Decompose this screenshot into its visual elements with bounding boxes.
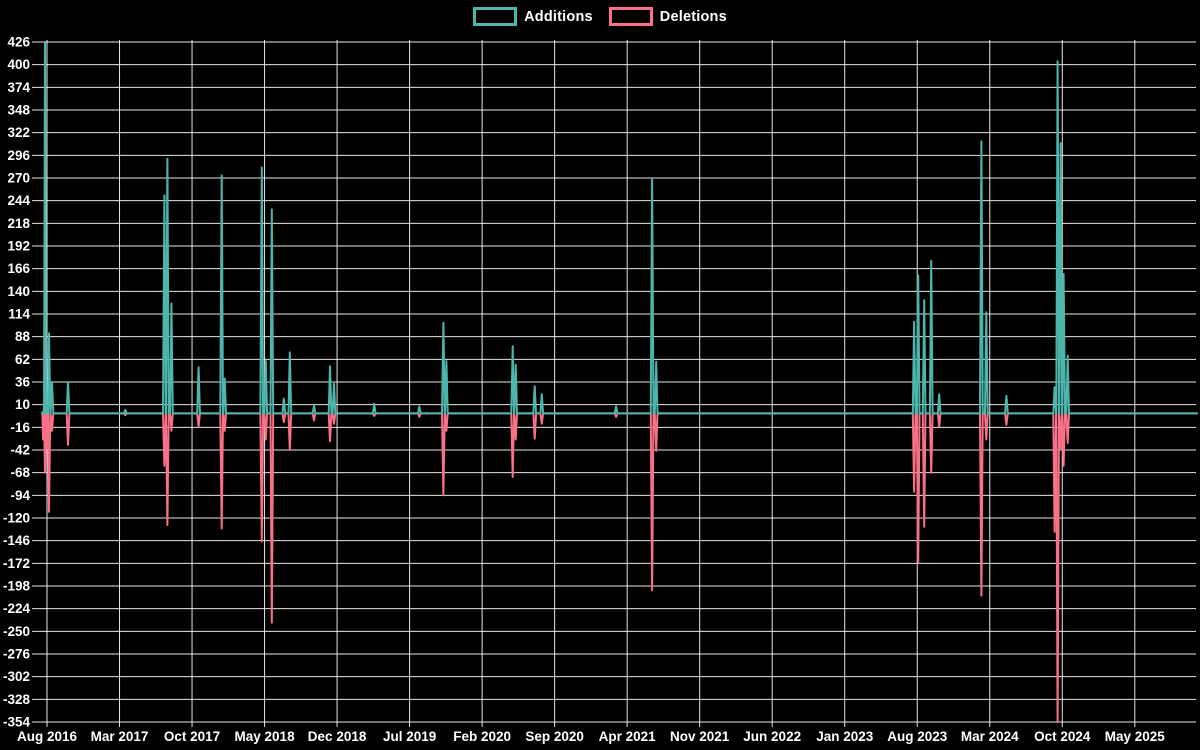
x-tick-label: Oct 2017 xyxy=(164,729,220,744)
y-tick-label: -250 xyxy=(3,624,30,639)
y-tick-label: 270 xyxy=(7,171,30,186)
y-tick-label: -328 xyxy=(3,692,31,707)
additions-legend-label: Additions xyxy=(524,8,593,25)
x-tick-label: Jul 2019 xyxy=(383,729,436,744)
x-tick-label: Sep 2020 xyxy=(525,729,584,744)
x-tick-label: Dec 2018 xyxy=(308,729,367,744)
y-tick-label: 374 xyxy=(7,80,30,95)
y-tick-label: -16 xyxy=(10,420,30,435)
y-tick-label: -172 xyxy=(3,556,30,571)
legend-item-deletions: Deletions xyxy=(608,7,727,26)
additions-swatch-icon xyxy=(473,7,518,26)
x-tick-label: Nov 2021 xyxy=(670,729,730,744)
y-tick-label: -302 xyxy=(3,669,30,684)
y-tick-label: -94 xyxy=(10,488,30,503)
y-tick-label: 296 xyxy=(7,148,30,163)
deletions-swatch-icon xyxy=(608,7,653,26)
y-tick-label: 400 xyxy=(7,57,30,72)
y-tick-label: -354 xyxy=(3,715,31,730)
y-tick-label: -42 xyxy=(10,443,30,458)
x-tick-label: Aug 2023 xyxy=(887,729,948,744)
x-tick-label: Apr 2021 xyxy=(599,729,657,744)
y-tick-label: 192 xyxy=(7,239,30,254)
y-tick-label: 348 xyxy=(7,103,30,118)
x-tick-label: Mar 2017 xyxy=(91,729,149,744)
y-tick-label: 218 xyxy=(7,216,30,231)
y-tick-label: -146 xyxy=(3,533,31,548)
x-tick-label: Jan 2023 xyxy=(816,729,874,744)
y-tick-label: -224 xyxy=(3,601,31,616)
y-tick-label: -68 xyxy=(10,465,30,480)
y-tick-label: 10 xyxy=(15,397,30,412)
y-tick-label: 426 xyxy=(7,35,30,50)
y-tick-label: 114 xyxy=(8,307,30,322)
y-tick-label: -198 xyxy=(3,579,31,594)
x-tick-label: Aug 2016 xyxy=(17,729,78,744)
x-tick-label: Jun 2022 xyxy=(743,729,801,744)
y-tick-label: 166 xyxy=(7,261,30,276)
y-tick-label: -276 xyxy=(3,647,31,662)
x-tick-label: May 2025 xyxy=(1105,729,1166,744)
y-tick-label: 322 xyxy=(7,125,30,140)
y-tick-label: 244 xyxy=(7,193,30,208)
deletions-line xyxy=(40,412,1198,723)
deletions-legend-label: Deletions xyxy=(659,8,727,25)
x-tick-label: Feb 2020 xyxy=(453,729,511,744)
y-tick-label: 140 xyxy=(7,284,30,299)
y-tick-label: 62 xyxy=(15,352,30,367)
y-tick-label: -120 xyxy=(3,511,30,526)
additions-line xyxy=(40,41,1198,415)
x-tick-label: May 2018 xyxy=(235,729,296,744)
y-tick-label: 36 xyxy=(15,375,31,390)
x-tick-label: Oct 2024 xyxy=(1034,729,1091,744)
y-tick-label: 88 xyxy=(15,329,31,344)
x-tick-label: Mar 2024 xyxy=(961,729,1019,744)
legend-item-additions: Additions xyxy=(473,7,593,26)
chart-legend: Additions Deletions xyxy=(0,7,1200,26)
